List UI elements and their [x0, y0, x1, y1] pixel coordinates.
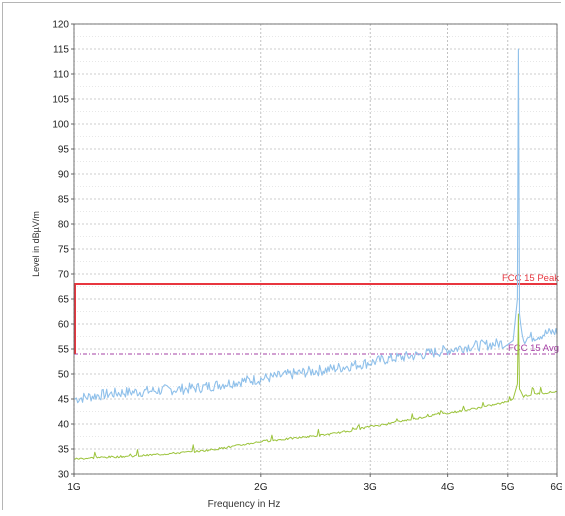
- y-tick-label: 35: [58, 445, 70, 456]
- y-axis-label: Level in dBµV/m: [31, 211, 41, 277]
- limit-lines: FCC 15 Peak FCC 15 Avg: [74, 273, 559, 355]
- x-tick-label: 2G: [254, 482, 268, 493]
- y-tick-label: 90: [58, 170, 70, 181]
- x-tick-label: 3G: [363, 482, 377, 493]
- limit-label: FCC 15 Avg: [508, 343, 559, 354]
- y-tick-label: 60: [58, 320, 70, 331]
- emission-chart: FCC 15 Peak FCC 15 Avg 30 35 40 45 50 55 60 65 70…: [3, 3, 564, 511]
- grid-lines: [73, 23, 558, 475]
- y-tick-label: 75: [58, 245, 70, 256]
- y-tick-label: 85: [58, 195, 70, 206]
- y-tick-label: 100: [52, 120, 69, 131]
- y-tick-label: 110: [53, 70, 69, 81]
- data-series: [73, 48, 558, 460]
- y-tick-label: 55: [58, 345, 70, 356]
- y-tick-label: 115: [53, 45, 69, 56]
- y-tick-label: 95: [58, 145, 70, 156]
- y-tick-label: 105: [52, 95, 69, 106]
- x-axis-label: Frequency in Hz: [208, 499, 281, 510]
- series-line: [73, 313, 558, 460]
- x-tick-label: 6G: [550, 482, 562, 493]
- y-tick-label: 120: [52, 20, 69, 31]
- y-tick-label: 65: [58, 295, 70, 306]
- x-tick-label: 4G: [441, 482, 455, 493]
- y-tick-label: 80: [58, 220, 70, 231]
- x-tick-label: 1G: [67, 482, 81, 493]
- tick-labels: 30 35 40 45 50 55 60 65 70 75 80 85 90 95 100 105 110 115…: [52, 20, 564, 494]
- plot-border: [73, 23, 558, 475]
- series-line: [73, 48, 558, 404]
- y-tick-label: 45: [58, 395, 70, 406]
- y-tick-label: 30: [58, 470, 70, 481]
- limit-label: FCC 15 Peak: [502, 273, 559, 284]
- y-tick-label: 50: [58, 370, 70, 381]
- x-tick-label: 5G: [501, 482, 515, 493]
- y-tick-label: 40: [58, 420, 70, 431]
- axes: [71, 23, 558, 477]
- chart-background: [3, 3, 562, 511]
- y-tick-label: 70: [58, 270, 70, 281]
